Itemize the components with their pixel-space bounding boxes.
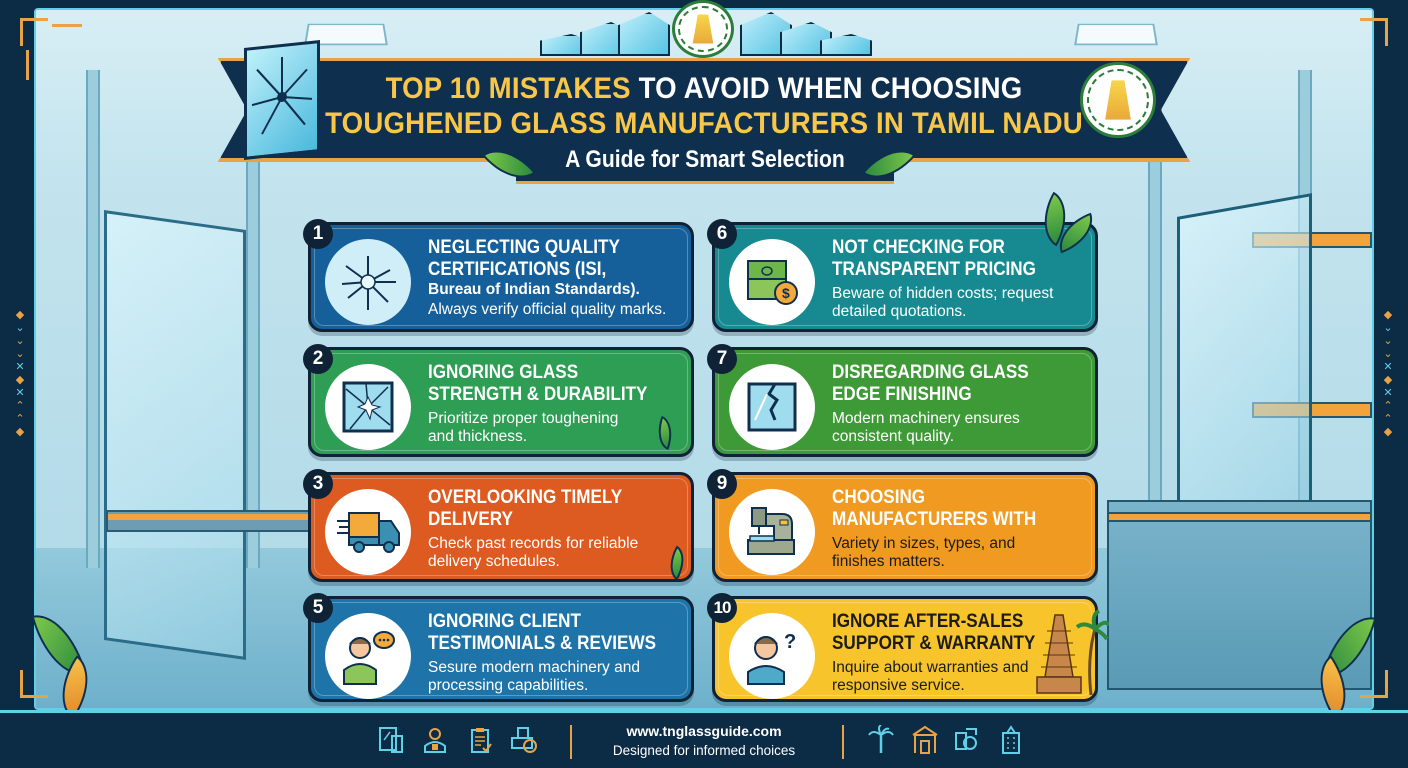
- subtitle-bar: A Guide for Smart Selection: [516, 138, 894, 184]
- card-body: Inquire about warranties and responsive …: [832, 659, 1029, 694]
- mistake-card-1: 1 NEGLECTING QUALITY CERTIFICATIONS (ISI…: [303, 219, 694, 332]
- cracked-edge-icon: [729, 364, 815, 450]
- machine-icon: [729, 489, 815, 575]
- footer-divider: [842, 725, 844, 759]
- card-number: 1: [303, 219, 333, 249]
- glass-sheet-left: [104, 210, 246, 660]
- footer: www.tnglassguide.com Designed for inform…: [0, 710, 1408, 768]
- machinery-icon: [952, 725, 982, 755]
- corner-ornament: [12, 636, 82, 706]
- mistake-card-9: 9 CHOOSING MANUFACTURERS WITH Variety in…: [707, 469, 1098, 582]
- temple-gate-icon: [910, 725, 940, 755]
- crystal-icon: [618, 12, 670, 56]
- card-number: 6: [707, 219, 737, 249]
- pillar: [1148, 70, 1162, 568]
- footer-tagline: Designed for informed choices: [612, 743, 796, 758]
- card-number: 10: [707, 593, 737, 623]
- corner-ornament: [1326, 10, 1396, 80]
- card-body: Check past records for reliable delivery…: [428, 535, 639, 570]
- glass-sheet-right: [1177, 193, 1312, 527]
- card-subheading: Bureau of Indian Standards).: [428, 281, 640, 298]
- card-heading: NOT CHECKING FOR: [832, 237, 1005, 258]
- top-crown: [530, 0, 880, 62]
- card-number: 7: [707, 344, 737, 374]
- card-number: 9: [707, 469, 737, 499]
- card-heading: SUPPORT & WARRANTY: [832, 633, 1036, 654]
- pillar: [246, 70, 260, 568]
- card-body: Always verify official quality marks.: [428, 301, 667, 318]
- card-heading: OVERLOOKING TIMELY: [428, 487, 623, 508]
- money-dollar-icon: $: [729, 239, 815, 325]
- shattered-glass-icon: [325, 239, 411, 325]
- card-body: Modern machinery ensures consistent qual…: [832, 410, 1020, 445]
- question-person-icon: ?: [729, 613, 815, 699]
- mistake-card-6: 6 $ NOT CHECKING FOR TRANSPARENT PRICING…: [707, 219, 1098, 332]
- card-body: Sesure modern machinery and processing c…: [428, 659, 640, 694]
- card-heading: TESTIMONIALS & REVIEWS: [428, 633, 657, 654]
- corner-ornament: [1326, 636, 1396, 706]
- mistake-card-5: 5 IGNORING CLIENT TESTIMONIALS & REVIEWS…: [303, 593, 694, 702]
- page-subtitle: A Guide for Smart Selection: [565, 145, 845, 173]
- card-body: Variety in sizes, types, and finishes ma…: [832, 535, 1016, 570]
- card-heading: CHOOSING: [832, 487, 926, 508]
- card-heading: STRENGTH & DURABILITY: [428, 384, 648, 405]
- card-heading: DELIVERY: [428, 509, 513, 530]
- mistake-card-7: 7 DISREGARDING GLASS EDGE FINISHING Mode…: [707, 344, 1098, 457]
- worker-icon: [420, 725, 450, 755]
- page-title-line1: TOP 10 MISTAKES TO AVOID WHEN CHOOSING: [385, 72, 1023, 105]
- tamil-nadu-emblem-icon: [1080, 62, 1156, 138]
- mistake-card-2: 2 IGNORING GLASS STRENGTH & DURABILITY P…: [303, 344, 694, 457]
- palm-tree-icon: [866, 725, 896, 755]
- delivery-truck-icon: [325, 489, 411, 575]
- card-heading: NEGLECTING QUALITY: [428, 237, 620, 258]
- tamil-nadu-emblem-icon: [672, 0, 734, 58]
- glass-panel-icon: [376, 725, 406, 755]
- card-heading: DISREGARDING GLASS: [832, 362, 1029, 383]
- footer-divider: [570, 725, 572, 759]
- card-number: 5: [303, 593, 333, 623]
- corner-ornament: [12, 10, 82, 80]
- pillar: [86, 70, 100, 568]
- building-icon: [996, 725, 1026, 755]
- card-heading: TRANSPARENT PRICING: [832, 259, 1036, 280]
- card-heading: IGNORE AFTER-SALES: [832, 611, 1024, 632]
- mistake-card-10: 10 ? IGNORE AFTER-SALES SUPPORT & WARRAN…: [707, 593, 1109, 702]
- ceiling-light: [1074, 23, 1158, 46]
- checklist-icon: [466, 725, 496, 755]
- card-heading: IGNORING GLASS: [428, 362, 579, 383]
- page-title-line2: TOUGHENED GLASS MANUFACTURERS IN TAMIL N…: [325, 107, 1083, 140]
- side-ornament-right: ◆ ⌄ ⌄ ⌄ ✕ ◆ ✕ ⌃ ⌃ ◆: [1383, 309, 1393, 438]
- payment-icon: [508, 725, 538, 755]
- card-number: 2: [303, 344, 333, 374]
- mistake-card-3: 3 OVERLOOKING TIMELY DELIVERY Check past…: [303, 469, 694, 582]
- website-link[interactable]: www.tnglassguide.com: [626, 723, 782, 739]
- svg-text:?: ?: [784, 631, 796, 653]
- side-ornament-left: ◆ ⌄ ⌄ ⌄ ✕ ◆ ✕ ⌃ ⌃ ◆: [15, 309, 25, 438]
- card-heading: IGNORING CLIENT: [428, 611, 581, 632]
- svg-text:$: $: [782, 285, 790, 301]
- card-body: Beware of hidden costs; request detailed…: [832, 285, 1054, 320]
- customer-speech-icon: [325, 613, 411, 699]
- card-heading: CERTIFICATIONS (ISI,: [428, 259, 607, 280]
- cracked-pane-icon: [325, 364, 411, 450]
- card-number: 3: [303, 469, 333, 499]
- broken-glass-icon: [244, 40, 320, 160]
- card-heading: MANUFACTURERS WITH: [832, 509, 1037, 530]
- card-body: Prioritize proper toughening and thickne…: [428, 410, 619, 445]
- card-heading: EDGE FINISHING: [832, 384, 972, 405]
- temple-icon: [1036, 609, 1109, 696]
